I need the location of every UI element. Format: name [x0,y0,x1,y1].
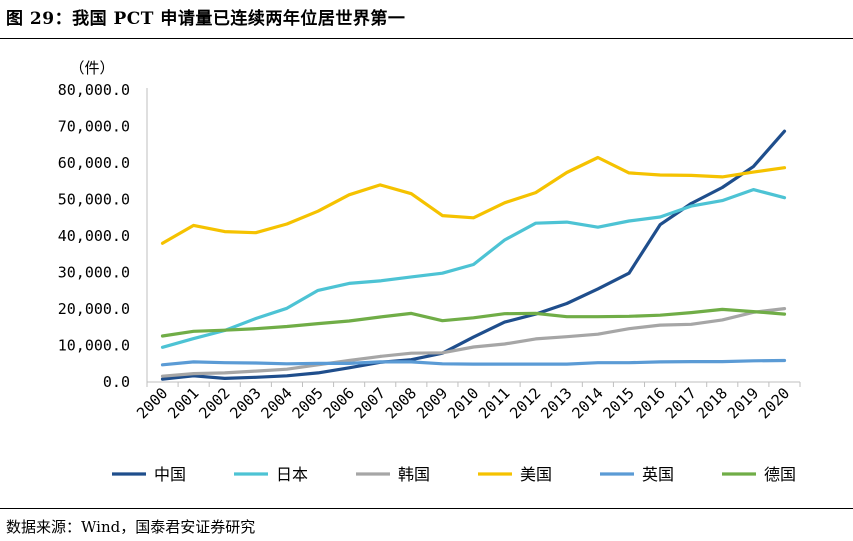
x-tick-label: 2002 [195,384,233,422]
x-tick-label: 2020 [755,384,793,422]
y-axis-unit: （件） [69,59,114,77]
y-tick-label: 60,000.0 [58,154,130,172]
y-tick-label: 80,000.0 [58,81,130,99]
legend-label: 德国 [764,465,796,484]
y-tick-label: 20,000.0 [58,300,130,318]
x-tick-label: 2003 [226,384,264,422]
series-line-美国 [160,155,787,245]
x-tick-label: 2006 [320,384,358,422]
x-tick-label: 2015 [600,384,638,422]
line-chart: （件） 0.0 10,000.0 20,000.0 30,000.0 40,000.0 50… [58,59,801,484]
x-tick-label: 2007 [351,384,389,422]
y-tick-label: 10,000.0 [58,337,130,355]
legend-label: 日本 [276,465,308,484]
x-tick-label: 2008 [382,384,420,422]
y-tick-label: 70,000.0 [58,118,130,136]
x-tick-label: 2004 [257,384,295,422]
x-tick-label: 2010 [444,384,482,422]
y-tick-label: 0.0 [103,373,130,391]
x-tick-label: 2000 [133,384,171,422]
series-line-英国 [160,358,787,367]
legend-label: 英国 [642,465,674,484]
title-rule [0,38,853,39]
series-line-韩国 [160,307,787,378]
series-line-中国 [160,129,787,381]
x-tick-label: 2016 [631,384,669,422]
x-tick-label: 2012 [506,384,544,422]
x-tick-label: 2019 [724,384,762,422]
legend-label: 美国 [520,465,552,484]
series-lines [160,129,787,381]
source-note: 数据来源：Wind，国泰君安证券研究 [6,518,256,536]
x-tick-label: 2011 [475,384,513,422]
x-tick-label: 2017 [662,384,700,422]
x-tick-label: 2013 [537,384,575,422]
y-axis: （件） 0.0 10,000.0 20,000.0 30,000.0 40,000.0 50… [58,59,148,391]
x-tick-label: 2009 [413,384,451,422]
y-tick-label: 40,000.0 [58,227,130,245]
footer-rule [0,508,853,509]
x-tick-label: 2018 [693,384,731,422]
series-line-日本 [160,188,787,349]
x-tick-label: 2014 [568,384,606,422]
series-line-德国 [160,307,787,338]
legend-label: 韩国 [398,465,430,484]
legend-label: 中国 [154,465,186,484]
y-tick-label: 50,000.0 [58,191,130,209]
y-tick-label: 30,000.0 [58,264,130,282]
legend: 中国 日本 韩国 美国 英国 德国 [112,465,796,484]
x-axis: 2000200120022003200420052006200720082009… [133,381,801,422]
x-tick-label: 2001 [164,384,202,422]
x-tick-label: 2005 [289,384,327,422]
figure-title: 图 29：我国 PCT 申请量已连续两年位居世界第一 [6,9,406,29]
